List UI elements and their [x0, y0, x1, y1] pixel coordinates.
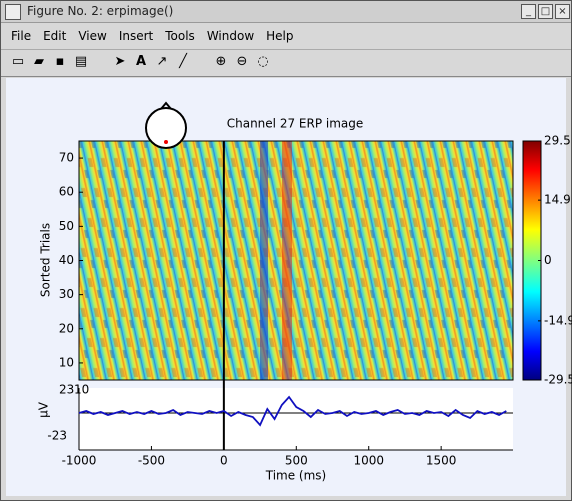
colorbar-tick-label: -29.5 [544, 373, 572, 387]
menu-item[interactable]: Edit [43, 29, 67, 43]
x-tick-label: 1500 [426, 454, 457, 468]
toolbar: ▭ ▰ ▪ ▤ ➤ A ↗ ╱ ⊕ ⊖ ◌ [1, 50, 571, 77]
menu-item[interactable]: Insert [118, 29, 154, 43]
image-title: Channel 27 ERP image [227, 117, 364, 131]
y-tick-label: 40 [59, 253, 74, 267]
open-button[interactable]: ▰ [34, 54, 44, 69]
save-button[interactable]: ▪ [55, 54, 65, 69]
y-tick-label: 10 [59, 355, 74, 369]
select-button[interactable]: ➤ [114, 54, 126, 69]
zoom-out-button[interactable]: ⊖ [236, 54, 248, 69]
x-tick-label: -500 [138, 454, 165, 468]
minimize-button[interactable]: _ [521, 4, 536, 19]
x-axis-label: Time (ms) [265, 469, 327, 483]
head-icon [145, 101, 187, 149]
maximize-button[interactable]: □ [538, 4, 553, 19]
y-axis-label: Sorted Trials [39, 223, 53, 297]
y-tick-label: 30 [59, 287, 74, 301]
print-button[interactable]: ▤ [74, 54, 88, 69]
menu-item[interactable]: File [11, 29, 32, 43]
colorbar-tick-label: 29.5 [544, 134, 571, 148]
scale-label: 10 [74, 383, 89, 397]
title-bar: Figure No. 2: erpimage() _ □ × [1, 1, 571, 23]
y-tick-label: 60 [59, 185, 74, 199]
erp-y-label: μV [37, 401, 51, 418]
y-tick-label: 20 [59, 321, 74, 335]
line-button[interactable]: ╱ [179, 54, 187, 69]
new-button[interactable]: ▭ [11, 54, 25, 69]
close-button[interactable]: × [555, 4, 570, 19]
y-tick-label: 70 [59, 151, 74, 165]
text-button[interactable]: A [135, 54, 147, 69]
menu-item[interactable]: Help [266, 29, 294, 43]
erp-y-tick-label: -23 [47, 429, 67, 443]
menu-item[interactable]: Window [206, 29, 255, 43]
erp-y-tick-label: 23 [59, 383, 74, 397]
arrow-button[interactable]: ↗ [156, 54, 168, 69]
colorbar-tick-label: 14.9 [544, 193, 571, 207]
x-tick-label: 500 [285, 454, 308, 468]
x-tick-label: -1000 [62, 454, 97, 468]
erp-axes [79, 388, 513, 450]
rotate-button[interactable]: ◌ [257, 54, 269, 69]
window-title: Figure No. 2: erpimage() [27, 4, 174, 18]
menu-bar: File Edit View Insert Tools Window Help [1, 23, 571, 50]
zoom-in-button[interactable]: ⊕ [215, 54, 227, 69]
x-tick-label: 0 [220, 454, 228, 468]
menu-item[interactable]: Tools [165, 29, 195, 43]
colorbar-tick-label: 0 [544, 253, 552, 267]
menu-item[interactable]: View [78, 29, 107, 43]
y-tick-label: 50 [59, 219, 74, 233]
window-icon[interactable] [5, 4, 21, 20]
erp-trace [78, 395, 507, 427]
x-tick-label: 1000 [353, 454, 384, 468]
colorbar-tick-label: -14.9 [544, 313, 572, 327]
erp-image [79, 141, 513, 380]
